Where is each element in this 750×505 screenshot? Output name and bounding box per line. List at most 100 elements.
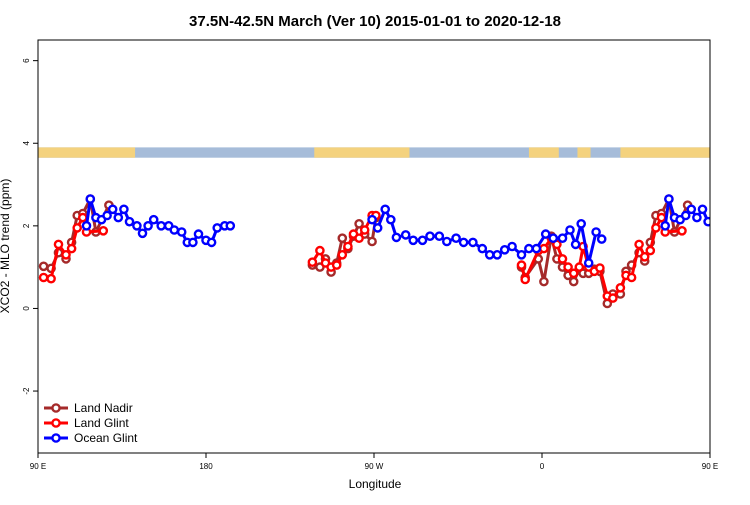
series-layer <box>38 194 736 309</box>
legend-label: Land Glint <box>74 416 129 430</box>
y-tick-label: 0 <box>22 306 31 311</box>
data-point <box>507 241 517 252</box>
data-point <box>331 260 342 270</box>
legend-marker <box>51 433 61 443</box>
data-point <box>520 274 531 285</box>
x-axis-label: Longitude <box>349 477 402 491</box>
data-point <box>169 225 180 235</box>
x-tick-label: 180 <box>199 462 213 471</box>
data-point <box>212 223 222 233</box>
y-tick-label: -2 <box>22 387 31 395</box>
data-point <box>563 262 573 272</box>
data-point <box>78 212 88 223</box>
data-point <box>72 223 82 233</box>
data-point <box>557 254 568 264</box>
data-point <box>38 272 49 283</box>
data-point <box>400 230 411 240</box>
data-point <box>81 220 92 231</box>
data-point <box>53 239 64 250</box>
data-point <box>723 222 730 229</box>
data-point <box>568 276 579 287</box>
data-point <box>337 249 348 260</box>
data-point <box>660 220 671 231</box>
land-band <box>528 147 559 158</box>
data-point <box>516 249 527 260</box>
series-land-nadir <box>38 194 693 309</box>
data-point <box>367 214 377 225</box>
data-point <box>651 223 661 233</box>
data-point <box>354 233 364 243</box>
data-point <box>677 225 687 236</box>
data-point <box>574 262 585 272</box>
data-point <box>188 237 198 248</box>
x-tick-label: 90 E <box>702 462 718 471</box>
data-point <box>176 227 187 237</box>
data-point <box>359 225 370 235</box>
data-point <box>548 233 559 243</box>
data-point <box>492 249 503 260</box>
data-point <box>458 237 469 248</box>
data-point <box>664 194 674 204</box>
data-point <box>540 229 551 239</box>
data-point <box>686 204 697 215</box>
data-point <box>124 216 135 227</box>
data-point <box>557 233 568 243</box>
land-band <box>620 147 710 158</box>
data-point <box>565 225 575 235</box>
data-point <box>718 230 725 237</box>
data-point <box>148 214 159 225</box>
land-ocean-strip <box>38 147 710 158</box>
data-point <box>137 228 148 239</box>
data-point <box>354 218 364 229</box>
data-point <box>697 204 708 215</box>
series-land-glint <box>38 210 687 303</box>
data-point <box>524 243 534 254</box>
plot-frame <box>37 39 711 454</box>
land-band <box>38 147 136 158</box>
data-point <box>66 243 77 254</box>
data-point <box>98 225 109 236</box>
data-point <box>451 233 461 243</box>
y-tick-label: 2 <box>22 223 31 228</box>
data-point <box>408 235 419 246</box>
data-point <box>499 244 510 255</box>
data-point <box>576 218 587 229</box>
x-axis: 90 E 180 90 W 0 90 E <box>30 453 718 471</box>
data-point <box>568 268 579 279</box>
data-point <box>132 220 142 231</box>
data-point <box>434 231 445 241</box>
data-point <box>656 212 667 223</box>
data-point <box>372 223 383 233</box>
data-point <box>703 216 710 227</box>
data-point <box>680 210 691 221</box>
data-point <box>626 272 637 283</box>
data-point <box>337 233 348 243</box>
data-point <box>615 282 626 293</box>
chart-title: 37.5N-42.5N March (Ver 10) 2015-01-01 to… <box>189 13 561 30</box>
data-point <box>156 220 166 231</box>
y-tick-label: 4 <box>22 140 31 145</box>
data-point <box>391 232 402 243</box>
data-point <box>107 204 118 215</box>
data-point <box>645 245 656 256</box>
data-point <box>206 237 217 248</box>
data-point <box>539 243 549 254</box>
legend-marker <box>51 403 61 413</box>
data-point <box>729 216 736 223</box>
land-band <box>314 147 410 158</box>
data-point <box>38 261 49 272</box>
data-point <box>61 249 71 260</box>
data-point <box>46 273 56 284</box>
data-point <box>477 243 488 254</box>
data-point <box>484 249 495 260</box>
data-point <box>712 222 719 229</box>
data-point <box>367 236 377 247</box>
x-tick-label: 0 <box>540 462 545 471</box>
data-point <box>596 234 607 244</box>
data-point <box>425 231 435 241</box>
data-point <box>385 214 396 225</box>
data-point <box>608 293 618 303</box>
